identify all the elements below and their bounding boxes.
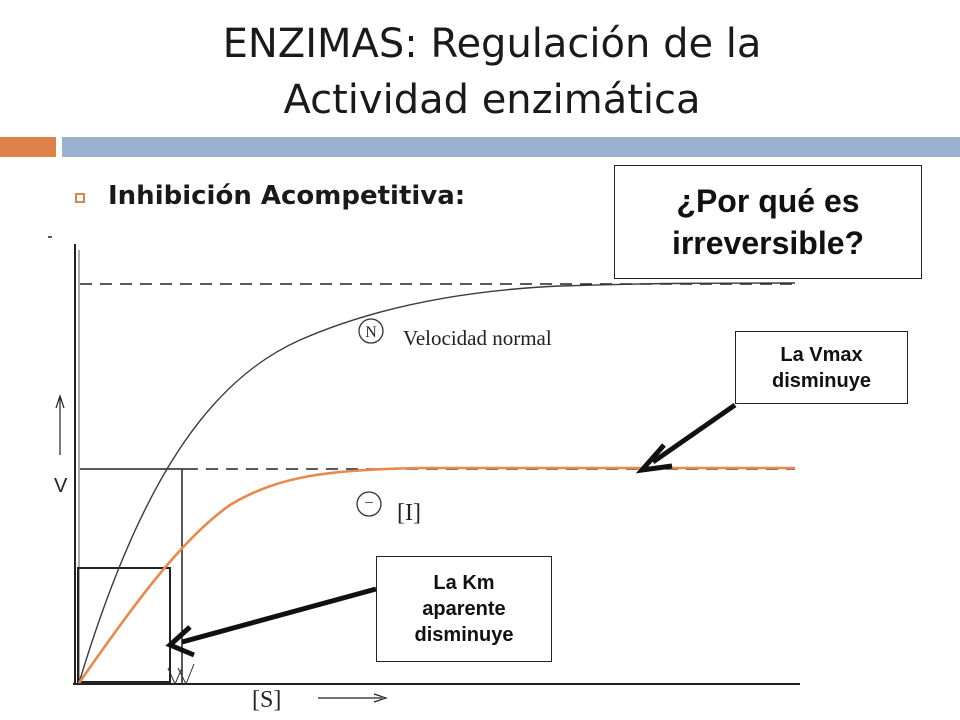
normal-curve-marker: [358, 318, 384, 344]
normal-curve-label: Velocidad normal: [403, 326, 552, 350]
km-inhibited-box: [77, 567, 171, 683]
y-axis-label: V: [54, 475, 68, 497]
title-accent-bar-blue: [62, 137, 960, 157]
km-tick-marks: [167, 663, 195, 686]
vmax-line-2: disminuye: [772, 369, 871, 392]
x-axis-label: [S]: [252, 687, 281, 713]
title-line-2: Actividad enzimática: [283, 77, 701, 123]
question-callout: ¿Por qué es irreversible?: [614, 165, 922, 279]
km-line-3: disminuye: [414, 624, 514, 646]
vmax-pointer-arrow: [651, 402, 737, 465]
inhibited-curve-marker: [356, 491, 382, 517]
y-direction-arrowhead: [55, 394, 65, 409]
vmax-callout: La Vmax disminuye: [735, 331, 908, 404]
title-line-1: ENZIMAS: Regulación de la: [222, 21, 762, 67]
x-direction-arrowhead: [373, 693, 388, 703]
inhibited-marker-symbol: −: [364, 495, 373, 512]
km-callout: La Km aparente disminuye: [376, 556, 552, 662]
inhibited-velocity-curve: [77, 465, 796, 684]
km-pointer-arrowhead: [165, 625, 195, 658]
title-accent-bar-orange: [0, 137, 56, 157]
inhibitor-label: [I]: [397, 500, 421, 526]
bullet-square-icon: [75, 193, 85, 203]
question-line-2: irreversible?: [671, 225, 865, 261]
km-pointer-arrow: [181, 586, 377, 645]
km-line-2: aparente: [422, 598, 506, 620]
km-line-1: La Km: [433, 572, 495, 594]
question-line-1: ¿Por qué es: [676, 183, 860, 219]
vmax-line-1: La Vmax: [780, 343, 863, 366]
normal-marker-letter: N: [365, 324, 377, 341]
bullet-heading: Inhibición Acompetitiva:: [108, 181, 466, 211]
vmax-pointer-arrowhead: [635, 443, 673, 474]
slide-title: ENZIMAS: Regulación de la Actividad enzi…: [0, 16, 960, 128]
normal-velocity-curve: [78, 282, 796, 684]
